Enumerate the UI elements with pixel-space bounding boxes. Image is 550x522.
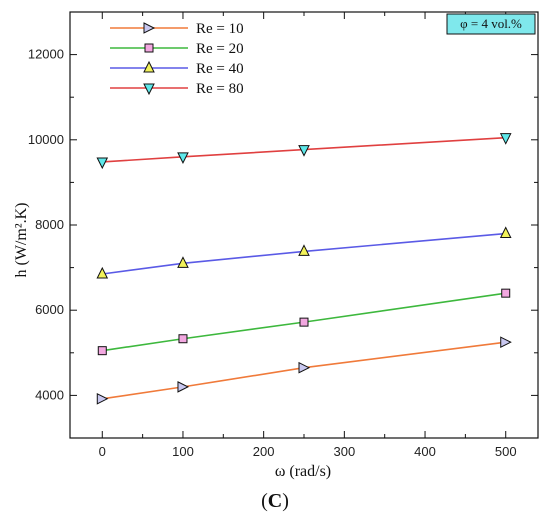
legend-swatch-marker bbox=[143, 22, 156, 34]
annotation-group: φ = 4 vol.% bbox=[446, 13, 536, 35]
series-line bbox=[102, 232, 506, 275]
plot-frame-group bbox=[69, 11, 539, 439]
data-point bbox=[177, 381, 190, 393]
series-group bbox=[96, 133, 512, 405]
legend-label: Re = 10 bbox=[196, 21, 244, 37]
data-point bbox=[96, 266, 109, 279]
chart: 0 100 200 300 400 500 4000 6000 8000 10000 12000 R… bbox=[13, 11, 539, 480]
data-point bbox=[298, 244, 310, 256]
annotation-box bbox=[446, 13, 536, 35]
legend-swatch-marker bbox=[143, 60, 155, 73]
panel-label: (C) bbox=[261, 490, 289, 512]
legend: Re = 10 Re = 20 Re = 40 Re = 80 bbox=[110, 21, 244, 97]
x-tick-label: 300 bbox=[333, 444, 355, 459]
data-point bbox=[501, 288, 511, 298]
legend-swatch-marker bbox=[143, 83, 155, 96]
data-point bbox=[499, 226, 512, 239]
annotation-text: φ = 4 vol.% bbox=[460, 16, 522, 31]
axis-ticks-group: 0 100 200 300 400 500 4000 6000 8000 10000 12000 bbox=[28, 12, 538, 459]
data-point bbox=[177, 256, 189, 268]
y-tick-label: 8000 bbox=[35, 217, 64, 232]
data-point bbox=[177, 152, 189, 164]
data-point bbox=[298, 361, 311, 374]
legend-label: Re = 80 bbox=[196, 81, 244, 97]
data-point bbox=[178, 334, 188, 344]
series-4 bbox=[96, 133, 512, 170]
series-line bbox=[102, 136, 506, 163]
x-tick-label: 0 bbox=[99, 444, 106, 459]
plot-frame bbox=[69, 11, 539, 439]
data-point bbox=[298, 145, 310, 157]
y-tick-label: 6000 bbox=[35, 302, 64, 317]
data-point bbox=[500, 336, 512, 348]
x-tick-label: 500 bbox=[495, 444, 517, 459]
panel-label-letter: C bbox=[267, 490, 283, 512]
data-point bbox=[96, 157, 109, 170]
data-point bbox=[499, 133, 512, 145]
y-tick-label: 4000 bbox=[35, 387, 64, 402]
series-line bbox=[102, 292, 506, 352]
data-point bbox=[299, 317, 309, 327]
data-point bbox=[96, 392, 109, 405]
x-tick-label: 100 bbox=[172, 444, 194, 459]
series-3 bbox=[96, 226, 512, 279]
legend-item: Re = 40 bbox=[110, 60, 244, 77]
legend-swatch-marker bbox=[144, 43, 154, 53]
series-line bbox=[102, 341, 506, 400]
series-1 bbox=[96, 336, 512, 405]
legend-label: Re = 20 bbox=[196, 41, 244, 57]
x-tick-label: 400 bbox=[414, 444, 436, 459]
y-tick-label: 12000 bbox=[28, 47, 64, 62]
y-tick-label: 10000 bbox=[28, 132, 64, 147]
legend-item: Re = 10 bbox=[110, 21, 244, 37]
series-2 bbox=[97, 288, 511, 356]
x-tick-label: 200 bbox=[253, 444, 275, 459]
y-axis-title: h (W/m².K) bbox=[13, 203, 30, 278]
data-point bbox=[97, 346, 107, 356]
legend-item: Re = 80 bbox=[110, 81, 244, 97]
x-axis-title: ω (rad/s) bbox=[275, 463, 331, 480]
legend-label: Re = 40 bbox=[196, 61, 244, 77]
legend-item: Re = 20 bbox=[110, 41, 244, 57]
